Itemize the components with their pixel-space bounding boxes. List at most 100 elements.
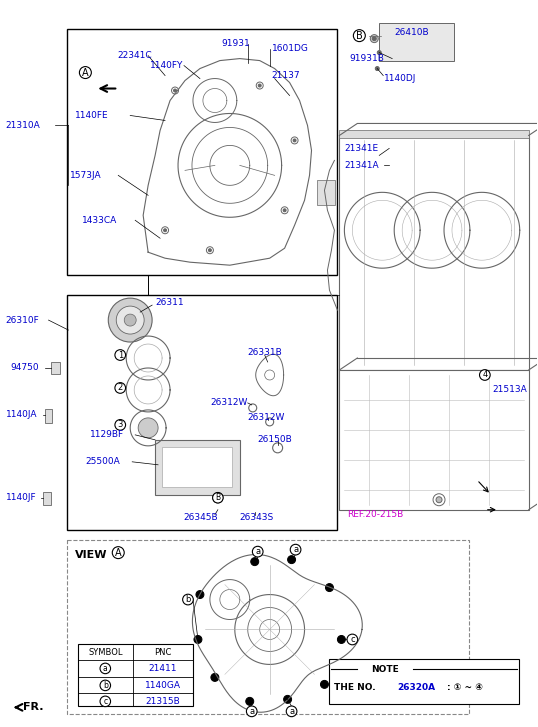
Circle shape [281,206,288,214]
Circle shape [293,139,296,142]
Text: 26331B: 26331B [248,348,282,356]
Circle shape [249,404,257,412]
Text: b: b [103,681,108,690]
Text: 26310F: 26310F [6,316,39,324]
Text: 1140FE: 1140FE [75,111,109,120]
Circle shape [213,493,223,503]
Text: THE NO.: THE NO. [335,683,379,692]
Text: A: A [115,547,122,558]
Circle shape [116,306,144,334]
Circle shape [174,89,176,92]
Circle shape [207,246,214,254]
Text: B: B [215,493,221,502]
Bar [339,135,529,370]
Text: SYMBOL: SYMBOL [88,648,123,657]
Text: 21411: 21411 [149,664,178,673]
Bar [155,440,240,495]
Text: 21315B: 21315B [146,697,180,706]
Text: 1573JA: 1573JA [70,171,102,180]
Text: 1140JF: 1140JF [6,493,36,502]
Text: 3: 3 [117,420,123,430]
Bar [79,644,193,707]
Text: B: B [356,31,363,41]
Circle shape [370,35,378,43]
Circle shape [436,497,442,503]
Bar [67,295,337,530]
Bar [339,370,529,510]
Text: 1433CA: 1433CA [82,216,118,225]
Circle shape [433,494,445,506]
Text: 21341E: 21341E [344,144,379,153]
Text: 91931B: 91931B [349,54,384,63]
Circle shape [265,370,275,380]
Circle shape [337,635,345,643]
Text: 26410B: 26410B [394,28,429,37]
Text: 1140JA: 1140JA [6,411,37,419]
Circle shape [258,84,261,87]
Text: 1: 1 [118,350,123,360]
Circle shape [284,695,292,703]
Text: 21310A: 21310A [6,121,40,130]
Text: 1140FY: 1140FY [150,61,183,70]
Circle shape [283,209,286,212]
Circle shape [372,36,376,41]
Circle shape [196,590,204,598]
Bar [67,28,337,275]
Text: 91931: 91931 [222,39,251,48]
Circle shape [194,635,202,643]
Text: 25500A: 25500A [86,457,120,466]
Bar [317,180,335,205]
Text: 26345B: 26345B [183,513,218,522]
Circle shape [246,697,254,705]
Text: 2: 2 [118,383,123,393]
Text: 21341A: 21341A [344,161,379,170]
Text: 21137: 21137 [272,71,300,80]
Text: b: b [185,595,190,604]
Text: 1601DG: 1601DG [272,44,308,53]
Circle shape [164,229,167,232]
Text: c: c [103,697,108,706]
Text: VIEW: VIEW [75,550,108,560]
Circle shape [376,67,379,71]
Text: REF.20-215B: REF.20-215B [348,510,404,519]
Text: 26320A: 26320A [397,683,435,692]
Circle shape [288,555,295,563]
Text: 26150B: 26150B [258,435,293,444]
Text: 1140GA: 1140GA [145,681,181,690]
Bar [162,447,232,487]
Text: 21513A: 21513A [493,385,528,395]
Text: a: a [255,547,260,556]
Text: NOTE: NOTE [371,665,399,674]
Text: 4: 4 [482,371,487,379]
Circle shape [266,418,274,426]
Text: B: B [213,495,217,501]
Text: 1129BF: 1129BF [90,430,124,439]
Circle shape [251,558,259,566]
Circle shape [211,673,219,681]
Text: PNC: PNC [154,648,172,657]
Circle shape [172,87,179,94]
Bar [45,409,53,423]
Bar [379,23,454,60]
Bar [43,491,51,505]
Circle shape [208,249,211,252]
Text: a: a [103,664,108,673]
Text: a: a [249,707,254,716]
Text: a: a [293,545,298,554]
Bar [329,659,519,704]
Text: 26312W: 26312W [210,398,247,407]
Bar [339,130,529,138]
Circle shape [273,443,282,453]
Text: 26311: 26311 [155,297,184,307]
Text: FR.: FR. [23,702,43,712]
Circle shape [124,314,136,326]
Text: 26312W: 26312W [248,414,285,422]
Circle shape [291,137,298,144]
Bar [67,539,469,715]
Text: 94750: 94750 [11,364,39,372]
Text: 26343S: 26343S [240,513,274,522]
Text: : ① ~ ④: : ① ~ ④ [447,683,483,692]
Circle shape [161,227,168,234]
Text: 1140DJ: 1140DJ [384,74,416,83]
Text: A: A [82,68,89,78]
